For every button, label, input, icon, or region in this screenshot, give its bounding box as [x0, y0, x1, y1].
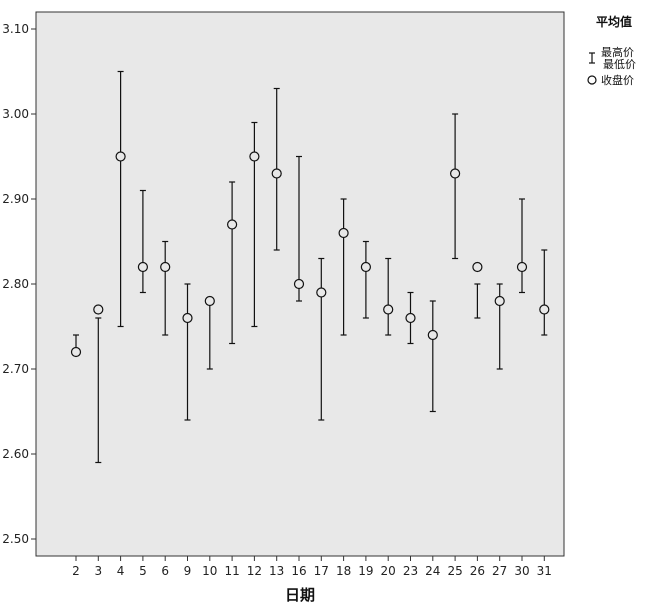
y-tick-label: 3.00	[2, 107, 29, 121]
x-tick-label: 31	[537, 564, 552, 578]
y-tick-label: 2.70	[2, 362, 29, 376]
close-point-25	[450, 168, 461, 179]
legend-label-high: 最高价	[601, 45, 634, 59]
range-bar-30	[519, 198, 525, 294]
x-tick-label: 16	[291, 564, 306, 578]
x-axis: 2 3 4 5 6 9 10 11 12 13 16 17 18 19 20 23 24 25 26 27 30 31	[72, 556, 552, 578]
close-point-17	[316, 287, 327, 298]
x-tick-label: 9	[184, 564, 192, 578]
close-point-5	[137, 261, 148, 273]
x-tick-label: 24	[425, 564, 440, 578]
x-tick-label: 19	[358, 564, 373, 578]
close-point-16	[293, 278, 305, 290]
range-bar-31	[541, 249, 548, 336]
x-tick-label: 25	[447, 564, 462, 578]
x-tick-label: 30	[514, 564, 529, 578]
range-bar-20	[385, 257, 392, 336]
x-tick-label: 6	[161, 564, 169, 578]
y-tick-label: 2.60	[2, 447, 29, 461]
x-tick-label: 10	[202, 564, 217, 578]
y-tick-label: 2.80	[2, 277, 29, 291]
legend-point-icon	[587, 75, 597, 85]
close-point-24	[427, 329, 438, 341]
range-bar-4	[117, 70, 124, 328]
close-point-13	[271, 168, 282, 179]
close-point-27	[494, 295, 505, 307]
range-bar-19	[362, 240, 369, 319]
close-point-23	[405, 312, 416, 324]
range-bar-9	[184, 283, 191, 421]
close-point-4	[115, 151, 126, 162]
legend: 平均值 最高价 最低价 收盘价	[587, 14, 636, 87]
y-tick-label: 2.90	[2, 192, 29, 206]
legend-range-icon	[589, 52, 595, 64]
close-point-20	[383, 304, 394, 315]
x-tick-label: 23	[403, 564, 418, 578]
range-bar-17	[318, 257, 325, 421]
close-point-18	[338, 227, 349, 239]
close-point-12	[249, 151, 260, 162]
x-tick-label: 18	[336, 564, 351, 578]
range-bar-25	[452, 113, 459, 260]
x-tick-label: 13	[269, 564, 284, 578]
close-point-26	[472, 261, 483, 273]
close-point-2	[70, 346, 82, 358]
range-bar-5	[139, 189, 146, 294]
range-bar-6	[162, 240, 169, 336]
range-bar-18	[340, 198, 347, 336]
x-tick-label: 3	[94, 564, 102, 578]
close-point-6	[160, 261, 171, 273]
range-bar-26	[474, 283, 481, 319]
x-tick-label: 11	[224, 564, 239, 578]
close-point-30	[516, 261, 528, 273]
x-tick-label: 4	[117, 564, 125, 578]
y-tick-label: 2.50	[2, 532, 29, 546]
close-point-19	[360, 261, 371, 273]
close-point-9	[182, 312, 193, 324]
close-point-10	[204, 295, 215, 307]
x-tick-label: 5	[139, 564, 147, 578]
x-tick-label: 12	[247, 564, 262, 578]
range-bar-16	[296, 155, 302, 302]
range-bar-24	[429, 300, 436, 413]
range-bar-11	[229, 181, 236, 345]
x-axis-title: 日期	[285, 586, 315, 604]
x-tick-label: 17	[314, 564, 329, 578]
data-marks	[70, 70, 550, 464]
legend-label-close: 收盘价	[601, 73, 634, 87]
legend-label-low: 最低价	[603, 58, 636, 71]
x-tick-label: 2	[72, 564, 80, 578]
y-axis: 2.50 2.60 2.70 2.80 2.90 3.00 3.10	[2, 22, 36, 546]
close-point-11	[227, 219, 238, 230]
close-point-31	[539, 304, 550, 315]
x-tick-label: 20	[381, 564, 396, 578]
x-tick-label: 26	[470, 564, 485, 578]
legend-title: 平均值	[596, 14, 632, 29]
close-point-3	[93, 304, 104, 315]
range-bar-3	[95, 317, 102, 464]
x-tick-label: 27	[492, 564, 507, 578]
y-tick-label: 3.10	[2, 22, 29, 36]
